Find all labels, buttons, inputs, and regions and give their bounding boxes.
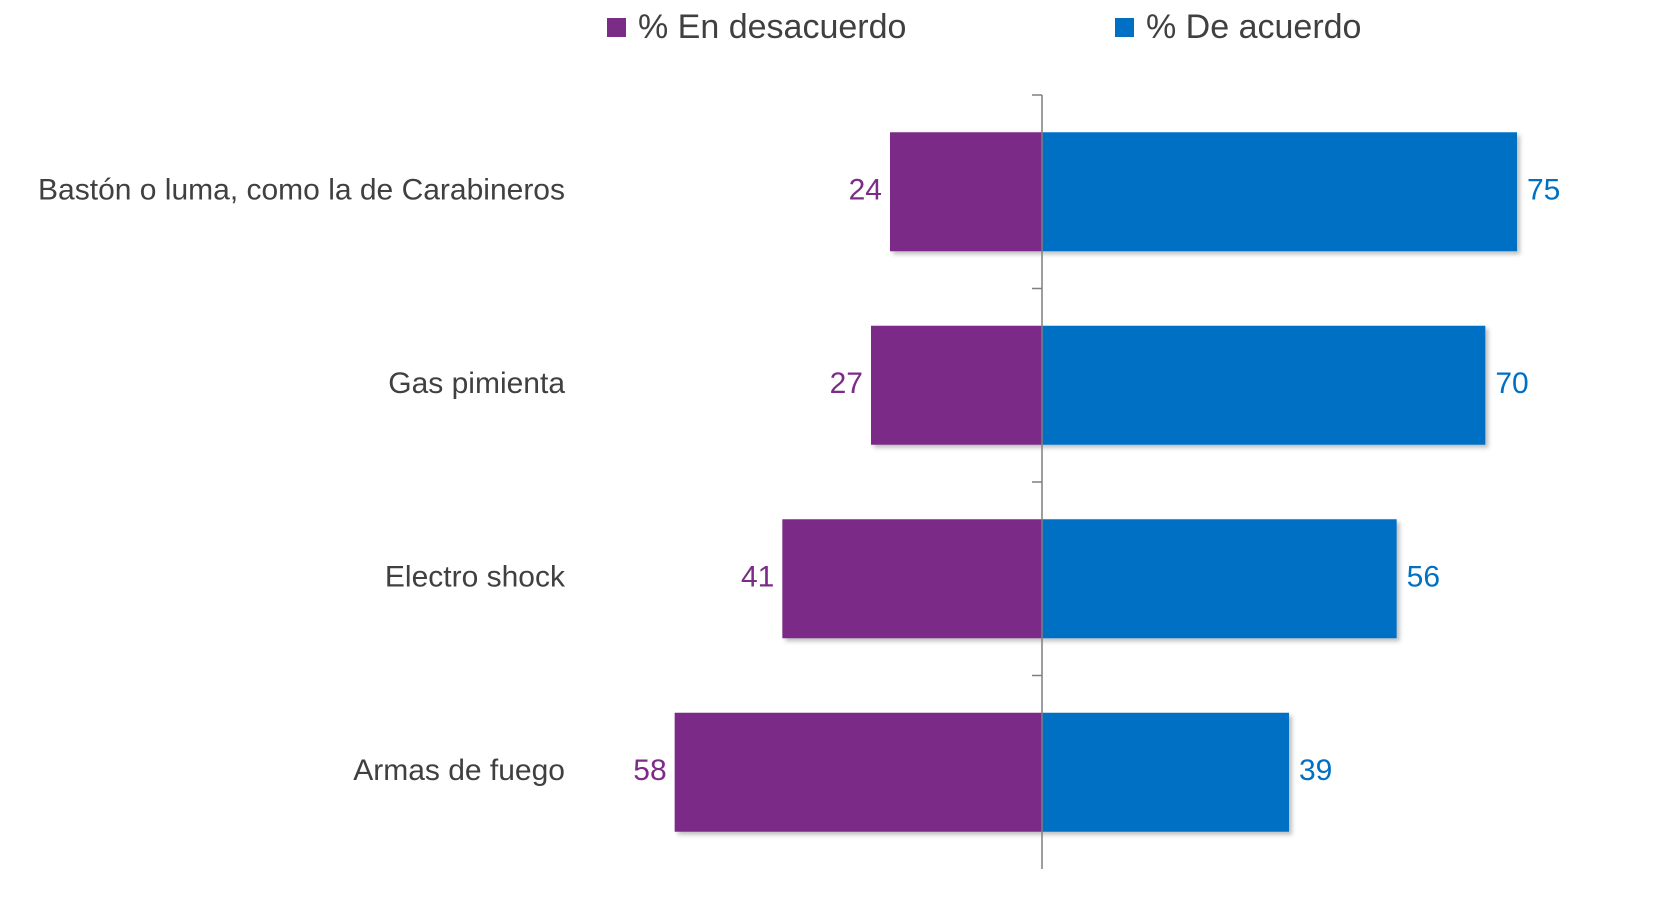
category-label: Electro shock	[385, 561, 566, 594]
category-label: Gas pimienta	[388, 367, 565, 400]
data-label: 56	[1407, 561, 1440, 594]
category-label: Bastón o luma, como la de Carabineros	[38, 174, 565, 207]
data-label: 70	[1495, 367, 1528, 400]
legend-label: % En desacuerdo	[638, 8, 906, 46]
data-label: 41	[741, 561, 774, 594]
bar	[674, 712, 1042, 832]
category-label: Armas de fuego	[353, 754, 565, 787]
bar	[1042, 712, 1289, 832]
data-label: 24	[849, 174, 882, 207]
bar	[1042, 519, 1397, 639]
legend-swatch	[1115, 18, 1134, 37]
bar	[871, 325, 1042, 445]
bar	[1042, 325, 1486, 445]
bar	[782, 519, 1042, 639]
data-label: 58	[633, 754, 666, 787]
data-label: 27	[830, 367, 863, 400]
legend-label: % De acuerdo	[1146, 8, 1361, 46]
legend-swatch	[607, 18, 626, 37]
data-label: 75	[1527, 174, 1560, 207]
bar	[890, 132, 1042, 252]
bar	[1042, 132, 1517, 252]
data-label: 39	[1299, 754, 1332, 787]
